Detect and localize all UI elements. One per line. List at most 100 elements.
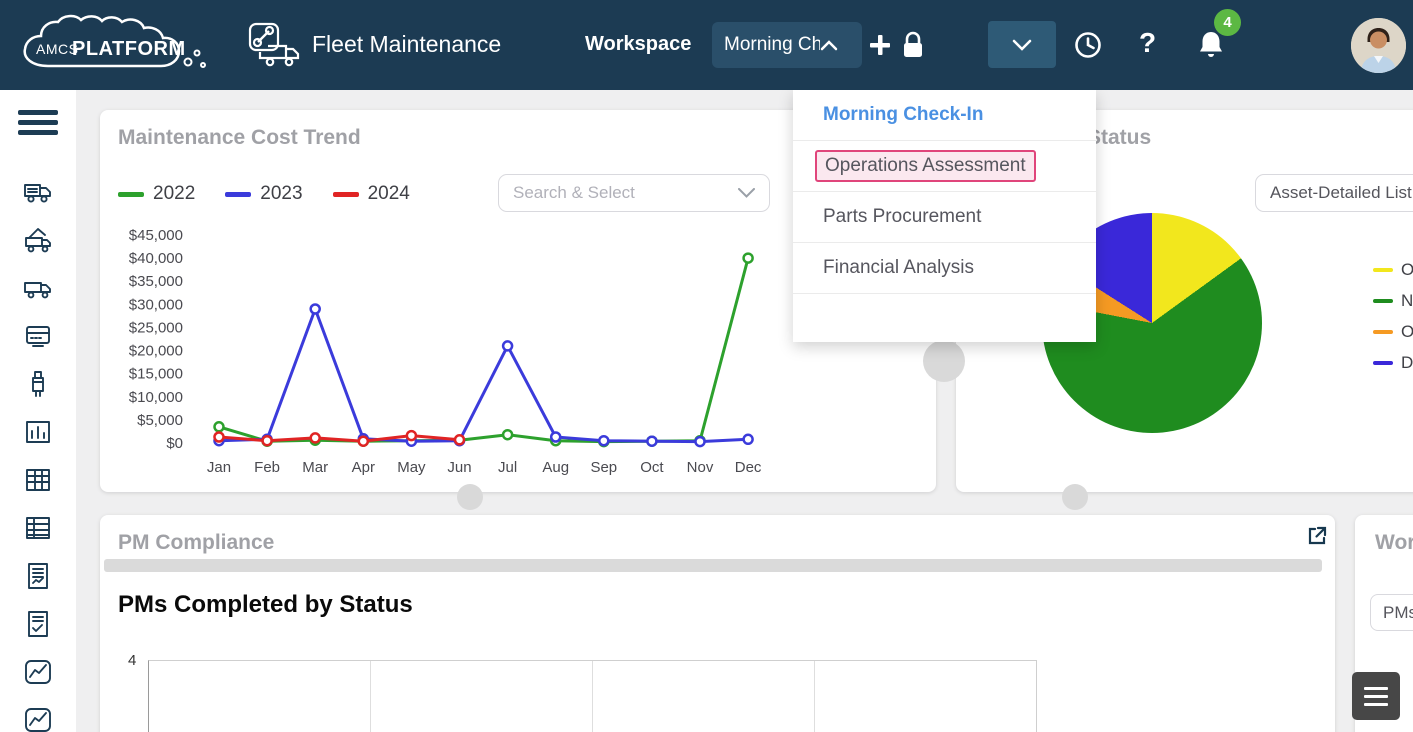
cost-trend-plot: $0 $5,000 $10,000 $15,000 $20,000 $25,000 $30,… xyxy=(129,227,762,476)
chart-column xyxy=(593,661,815,732)
pm-compliance-card: PM Compliance PMs Completed by Status 4 xyxy=(100,515,1335,732)
checklist-document-icon[interactable] xyxy=(23,609,53,639)
pm-chart-heading: PMs Completed by Status xyxy=(118,591,413,618)
chart-column xyxy=(371,661,593,732)
svg-text:$15,000: $15,000 xyxy=(129,366,183,383)
service-truck-icon[interactable] xyxy=(23,225,53,255)
menu-item-label: Parts Procurement xyxy=(823,206,982,227)
svg-text:PLATFORM: PLATFORM xyxy=(72,38,186,60)
svg-text:Oct: Oct xyxy=(640,459,664,476)
svg-text:Jun: Jun xyxy=(447,459,471,476)
svg-text:$45,000: $45,000 xyxy=(129,227,183,244)
svg-text:Nov: Nov xyxy=(687,459,714,476)
workspace-selector[interactable]: Morning Check-In xyxy=(712,22,862,68)
notifications-bell-icon[interactable] xyxy=(1196,29,1226,61)
legend-dash xyxy=(1373,299,1393,303)
menu-item-label: Financial Analysis xyxy=(823,257,975,278)
legend-dash xyxy=(1373,268,1393,272)
legend-dash xyxy=(225,191,252,197)
card-title: Maintenance Cost Trend xyxy=(118,126,361,149)
pie-legend-item[interactable]: New xyxy=(1373,291,1413,311)
legend-item-2022[interactable]: 2022 xyxy=(118,183,195,205)
menu-item-label: Operations Assessment xyxy=(825,155,1026,176)
chart-column xyxy=(149,661,371,732)
open-external-icon[interactable] xyxy=(1306,525,1328,547)
svg-text:$0: $0 xyxy=(166,435,183,452)
left-sidebar xyxy=(0,90,76,732)
legend-label: 2022 xyxy=(153,183,196,204)
horizontal-scrollbar[interactable] xyxy=(104,559,1322,572)
pie-legend-item[interactable]: Done xyxy=(1373,353,1413,373)
schedule-table-icon[interactable] xyxy=(23,513,53,543)
help-icon[interactable]: ? xyxy=(1139,27,1157,58)
svg-text:Jul: Jul xyxy=(498,459,517,476)
svg-text:$25,000: $25,000 xyxy=(129,319,183,336)
fleet-truck-icon[interactable] xyxy=(23,177,53,207)
history-clock-icon[interactable] xyxy=(1074,31,1102,59)
svg-text:$30,000: $30,000 xyxy=(129,296,183,313)
pie-legend-item[interactable]: Open xyxy=(1373,260,1413,280)
menu-item-parts-procurement[interactable]: Parts Procurement xyxy=(793,192,1096,243)
legend-item-2024[interactable]: 2024 xyxy=(332,183,410,205)
amcs-platform-logo[interactable]: AMCS PLATFORM xyxy=(16,12,216,78)
workspace-selector-value: Morning Check-In xyxy=(724,34,820,55)
loading-dot xyxy=(457,484,483,510)
asset-search-select[interactable]: Search & Select xyxy=(498,174,770,212)
fleet-maintenance-icon xyxy=(248,22,300,67)
svg-text:AMCS: AMCS xyxy=(36,41,78,57)
facility-chart-icon[interactable] xyxy=(23,417,53,447)
legend-dash xyxy=(332,191,359,197)
workspace-dropdown-menu: Morning Check-In Operations Assessment P… xyxy=(793,90,1096,342)
menu-item-morning-check-in[interactable]: Morning Check-In xyxy=(793,90,1096,141)
svg-text:$35,000: $35,000 xyxy=(129,273,183,290)
lock-icon[interactable] xyxy=(900,30,926,60)
chevron-down-icon xyxy=(1012,39,1032,51)
menu-item-financial-analysis[interactable]: Financial Analysis xyxy=(793,243,1096,294)
card-title: Work Orders xyxy=(1375,531,1413,554)
svg-text:$10,000: $10,000 xyxy=(129,389,183,406)
svg-text:Dec: Dec xyxy=(735,459,762,476)
loading-dot xyxy=(1062,484,1088,510)
floating-menu-button[interactable] xyxy=(1352,672,1400,720)
delivery-van-icon[interactable] xyxy=(23,273,53,303)
chevron-up-icon xyxy=(820,39,838,50)
legend-label: 2023 xyxy=(260,183,303,204)
legend-label: Open xyxy=(1401,260,1413,279)
legend-item-2023[interactable]: 2023 xyxy=(225,183,303,205)
legend-dash xyxy=(1373,361,1393,365)
menu-item-operations-assessment[interactable]: Operations Assessment xyxy=(793,141,1096,192)
view-selector[interactable] xyxy=(988,21,1056,68)
legend-label: Done xyxy=(1401,353,1413,372)
pie-legend-item[interactable]: On Hold xyxy=(1373,322,1413,342)
svg-text:Feb: Feb xyxy=(254,459,280,476)
pm-status-chart xyxy=(148,660,1037,732)
fuel-injector-icon[interactable] xyxy=(23,369,53,399)
data-table-icon[interactable] xyxy=(23,465,53,495)
notification-count-badge: 4 xyxy=(1214,9,1241,36)
loading-dot xyxy=(923,340,965,382)
svg-text:Mar: Mar xyxy=(302,459,328,476)
user-avatar[interactable] xyxy=(1351,18,1406,73)
svg-text:$5,000: $5,000 xyxy=(137,412,183,429)
svg-text:Aug: Aug xyxy=(542,459,569,476)
svg-text:Sep: Sep xyxy=(590,459,617,476)
card-title: PM Compliance xyxy=(118,531,275,554)
pms-filter-select[interactable]: PMs xyxy=(1370,594,1413,631)
trend-legend: 2022 2023 2024 xyxy=(118,183,422,205)
analytics-chart-icon-2[interactable] xyxy=(23,705,53,732)
svg-text:May: May xyxy=(397,459,426,476)
legend-label: 2024 xyxy=(367,183,410,204)
legend-dash xyxy=(1373,330,1393,334)
add-workspace-icon[interactable] xyxy=(868,33,892,57)
menu-item-label: Morning Check-In xyxy=(823,104,984,125)
chevron-down-icon xyxy=(738,188,755,198)
payment-terminal-icon[interactable] xyxy=(23,321,53,351)
workspace-label: Workspace xyxy=(585,33,692,55)
asset-detailed-list-button[interactable]: Asset-Detailed List xyxy=(1255,174,1413,212)
sidebar-menu-icon[interactable] xyxy=(18,110,58,135)
analytics-chart-icon[interactable] xyxy=(23,657,53,687)
legend-label: New xyxy=(1401,291,1413,310)
svg-text:$40,000: $40,000 xyxy=(129,250,183,267)
report-document-icon[interactable] xyxy=(23,561,53,591)
svg-text:Apr: Apr xyxy=(352,459,375,476)
